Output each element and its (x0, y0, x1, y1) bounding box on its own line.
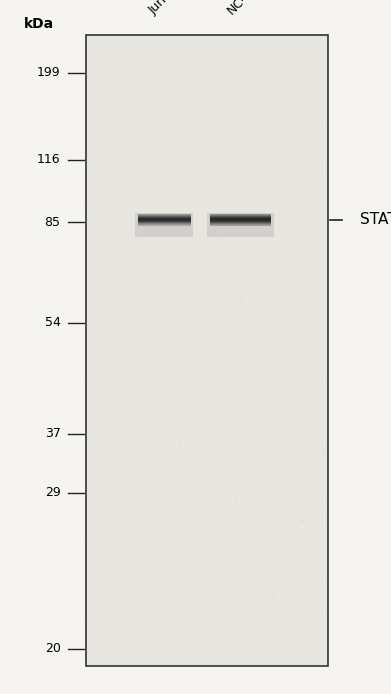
Text: 85: 85 (45, 216, 61, 228)
FancyBboxPatch shape (210, 220, 271, 221)
FancyBboxPatch shape (210, 214, 271, 215)
FancyBboxPatch shape (135, 212, 193, 237)
Text: Jurkat: Jurkat (147, 0, 182, 17)
Text: 20: 20 (45, 643, 61, 655)
FancyBboxPatch shape (207, 212, 274, 237)
FancyBboxPatch shape (210, 222, 271, 223)
FancyBboxPatch shape (138, 216, 191, 217)
Text: 116: 116 (37, 153, 61, 166)
FancyBboxPatch shape (138, 220, 191, 221)
Text: 54: 54 (45, 316, 61, 329)
FancyBboxPatch shape (138, 218, 191, 219)
FancyBboxPatch shape (86, 35, 328, 666)
FancyBboxPatch shape (210, 219, 271, 220)
Text: 199: 199 (37, 67, 61, 79)
FancyBboxPatch shape (138, 219, 191, 220)
FancyBboxPatch shape (210, 216, 271, 217)
FancyBboxPatch shape (210, 224, 271, 226)
FancyBboxPatch shape (210, 221, 271, 222)
FancyBboxPatch shape (138, 215, 191, 216)
Text: 37: 37 (45, 428, 61, 440)
Text: STAT4: STAT4 (360, 212, 391, 228)
FancyBboxPatch shape (138, 221, 191, 222)
Text: 29: 29 (45, 486, 61, 499)
FancyBboxPatch shape (138, 223, 191, 224)
FancyBboxPatch shape (210, 215, 271, 216)
FancyBboxPatch shape (138, 214, 191, 215)
FancyBboxPatch shape (138, 222, 191, 223)
Text: NC-37: NC-37 (224, 0, 261, 17)
FancyBboxPatch shape (210, 218, 271, 219)
FancyBboxPatch shape (210, 223, 271, 224)
Text: kDa: kDa (24, 17, 54, 31)
FancyBboxPatch shape (138, 224, 191, 226)
FancyBboxPatch shape (210, 217, 271, 218)
FancyBboxPatch shape (138, 217, 191, 218)
